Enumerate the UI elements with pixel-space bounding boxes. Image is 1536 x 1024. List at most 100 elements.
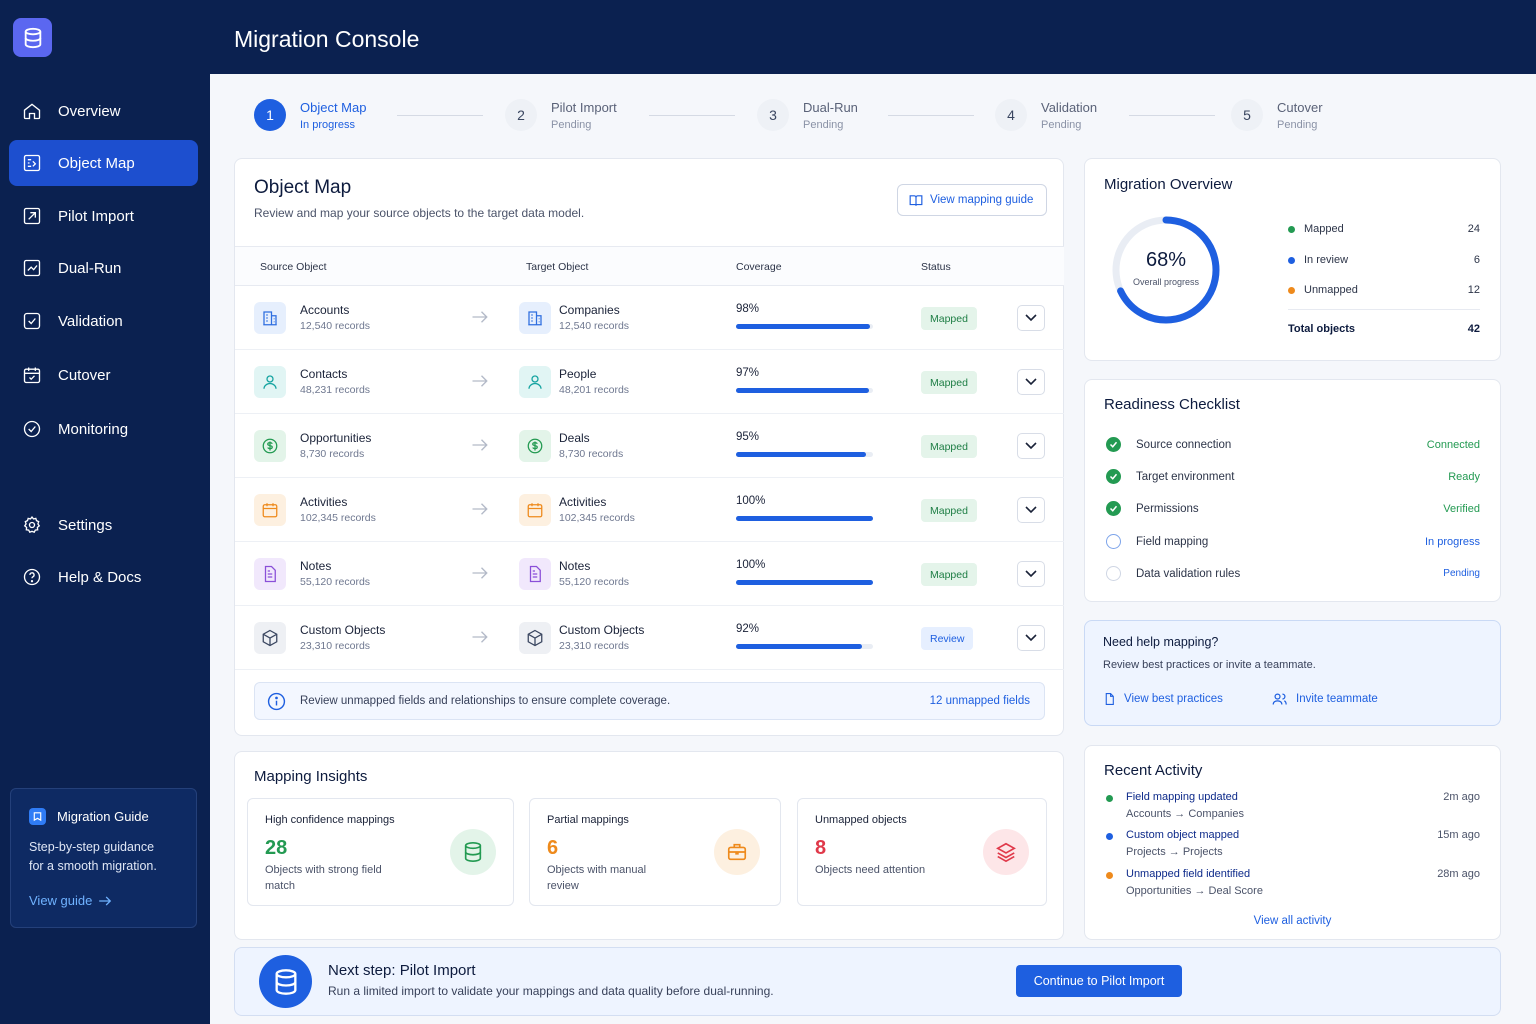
target-object-name: Activities	[559, 495, 607, 509]
help-subtitle: Review best practices or invite a teamma…	[1103, 659, 1316, 671]
checklist-item: Field mapping In progress	[1106, 534, 1480, 549]
info-icon	[267, 692, 286, 710]
insight-value: 8	[815, 837, 827, 859]
activity-title: Field mapping updated	[1126, 791, 1238, 803]
step-pilot-import[interactable]: 2 Pilot Import Pending	[505, 99, 617, 131]
coverage-value: 95%	[736, 431, 760, 443]
sidebar-item-monitoring[interactable]: Monitoring	[9, 406, 198, 452]
pilot-import-icon	[23, 207, 41, 225]
coverage-bar-fill	[736, 516, 873, 521]
database-logo-icon[interactable]	[13, 18, 52, 57]
dual-run-icon	[23, 259, 41, 277]
view-mapping-guide-button[interactable]: View mapping guide	[897, 184, 1047, 216]
step-connector	[1129, 115, 1215, 116]
invite-teammate-link[interactable]: Invite teammate	[1272, 692, 1378, 706]
sidebar-item-label: Object Map	[58, 154, 135, 172]
activity-detail: Opportunities → Deal Score	[1126, 885, 1263, 897]
source-object-name: Contacts	[300, 367, 348, 381]
expand-row-button[interactable]	[1017, 625, 1045, 651]
legend-value: 24	[1467, 223, 1480, 235]
step-object-map[interactable]: 1 Object Map In progress	[254, 99, 366, 131]
total-label: Total objects	[1288, 323, 1356, 335]
step-dual-run[interactable]: 3 Dual-Run Pending	[757, 99, 858, 131]
sidebar-item-cutover[interactable]: Cutover	[9, 352, 198, 398]
total-value: 42	[1467, 323, 1480, 335]
donut-progress-arc	[1112, 216, 1220, 324]
coverage-bar-fill	[736, 324, 871, 329]
unmapped-fields-link[interactable]: 12 unmapped fields	[929, 695, 1030, 707]
chevron-down-icon	[1025, 506, 1037, 514]
legend-value: 12	[1467, 284, 1480, 296]
sidebar-item-overview[interactable]: Overview	[9, 88, 198, 134]
coverage-value: 92%	[736, 623, 760, 635]
continue-pilot-import-button[interactable]: Continue to Pilot Import	[1016, 965, 1182, 997]
insight-partial[interactable]: Partial mappings 6 Objects with manual r…	[529, 798, 781, 906]
insight-unmapped[interactable]: Unmapped objects 8 Objects need attentio…	[797, 798, 1047, 906]
insight-high-confidence[interactable]: High confidence mappings 28 Objects with…	[247, 798, 514, 906]
view-guide-label: View guide	[29, 893, 93, 908]
activity-title: Unmapped field identified	[1126, 868, 1251, 880]
view-guide-link[interactable]: View guide	[29, 893, 178, 908]
overview-title: Migration Overview	[1104, 176, 1233, 193]
expand-row-button[interactable]	[1017, 433, 1045, 459]
expand-row-button[interactable]	[1017, 369, 1045, 395]
table-row: Custom Objects 23,310 records Custom Obj…	[235, 606, 1064, 670]
database-icon	[450, 829, 496, 875]
progress-donut	[1112, 216, 1220, 324]
activity-time: 2m ago	[1443, 791, 1480, 803]
coverage-bar-fill	[736, 452, 867, 457]
view-best-practices-link[interactable]: View best practices	[1103, 692, 1223, 706]
progress-value: 68%	[1145, 249, 1187, 271]
step-status: In progress	[300, 118, 356, 131]
help-card: Need help mapping? Review best practices…	[1084, 620, 1501, 726]
sidebar-item-help-docs[interactable]: Help & Docs	[9, 554, 198, 600]
activity-title: Custom object mapped	[1126, 829, 1240, 841]
checklist-label: Target environment	[1136, 470, 1235, 483]
cube-icon	[254, 622, 286, 654]
expand-row-button[interactable]	[1017, 305, 1045, 331]
step-status: Pending	[1277, 118, 1318, 131]
chevron-down-icon	[1025, 570, 1037, 578]
status-badge: Mapped	[921, 499, 977, 522]
insight-description: Objects need attention	[815, 864, 926, 876]
source-record-count: 102,345 records	[300, 512, 376, 524]
step-name: Dual-Run	[803, 99, 858, 115]
sidebar-item-pilot-import[interactable]: Pilot Import	[9, 193, 198, 239]
sidebar-item-validation[interactable]: Validation	[9, 298, 198, 344]
status-badge: Mapped	[921, 371, 977, 394]
step-cutover[interactable]: 5 Cutover Pending	[1231, 99, 1323, 131]
sidebar-item-settings[interactable]: Settings	[9, 502, 198, 548]
checklist-item: Target environment Ready	[1106, 469, 1480, 484]
table-row: Accounts 12,540 records Companies 12,540…	[235, 286, 1064, 350]
chevron-down-icon	[1025, 314, 1037, 322]
step-validation[interactable]: 4 Validation Pending	[995, 99, 1097, 131]
sidebar-item-label: Dual-Run	[58, 259, 122, 277]
chevron-down-icon	[1025, 634, 1037, 642]
activity-detail: Projects → Projects	[1126, 846, 1223, 858]
migration-overview-card: Migration Overview 68% Overall progress …	[1084, 158, 1501, 361]
sidebar-item-dual-run[interactable]: Dual-Run	[9, 245, 198, 291]
step-status: Pending	[803, 118, 844, 131]
recent-activity-card: Recent Activity Field mapping updated Ac…	[1084, 745, 1501, 940]
guide-title: Migration Guide	[57, 809, 149, 824]
note-icon	[519, 558, 551, 590]
next-step-subtitle: Run a limited import to validate your ma…	[328, 984, 774, 998]
step-status: Pending	[1041, 118, 1082, 131]
column-header-target: Target Object	[526, 261, 589, 273]
object-map-title: Object Map	[254, 177, 352, 198]
sidebar-item-label: Cutover	[58, 366, 111, 384]
note-icon	[254, 558, 286, 590]
table-row: Opportunities 8,730 records Deals 8,730 …	[235, 414, 1064, 478]
sidebar-item-label: Help & Docs	[58, 568, 142, 586]
app-title: Migration Console	[234, 26, 420, 52]
source-object-name: Custom Objects	[300, 623, 386, 637]
monitoring-icon	[23, 420, 41, 438]
step-name: Object Map	[300, 99, 367, 115]
expand-row-button[interactable]	[1017, 561, 1045, 587]
coverage-bar-fill	[736, 580, 873, 585]
expand-row-button[interactable]	[1017, 497, 1045, 523]
view-all-activity-link[interactable]: View all activity	[1253, 915, 1332, 927]
activity-time: 15m ago	[1437, 829, 1480, 841]
sidebar-item-object-map[interactable]: Object Map	[9, 140, 198, 186]
column-header-status: Status	[921, 261, 951, 273]
